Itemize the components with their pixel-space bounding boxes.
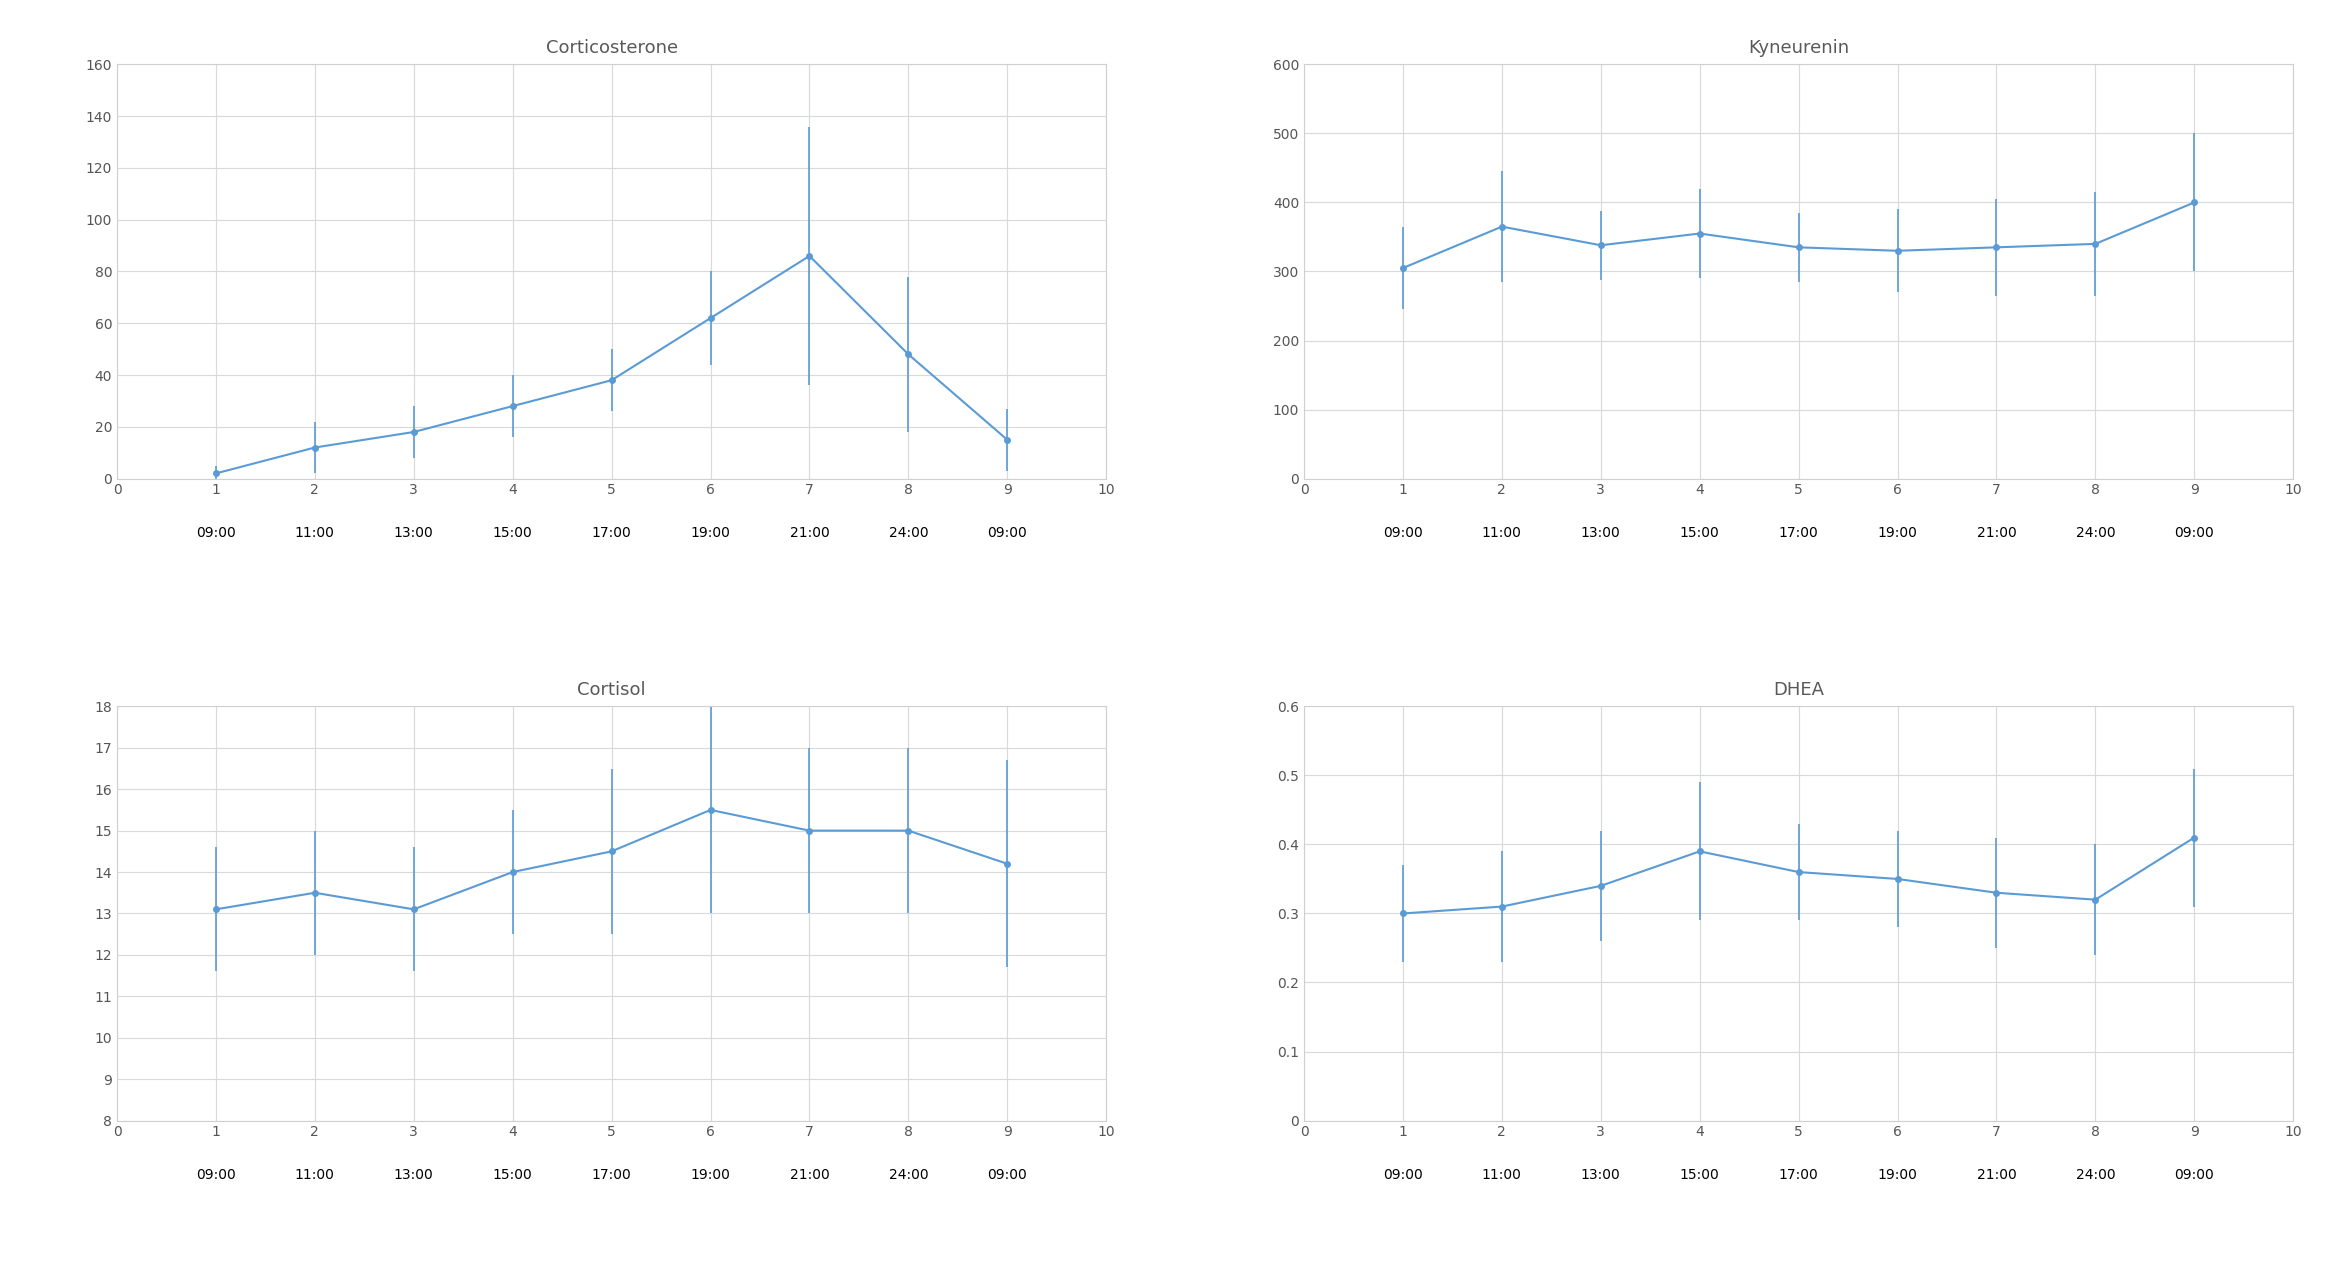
Title: Corticosterone: Corticosterone — [545, 40, 679, 57]
Title: Cortisol: Cortisol — [578, 681, 646, 699]
Title: Kyneurenin: Kyneurenin — [1748, 40, 1849, 57]
Title: DHEA: DHEA — [1774, 681, 1825, 699]
